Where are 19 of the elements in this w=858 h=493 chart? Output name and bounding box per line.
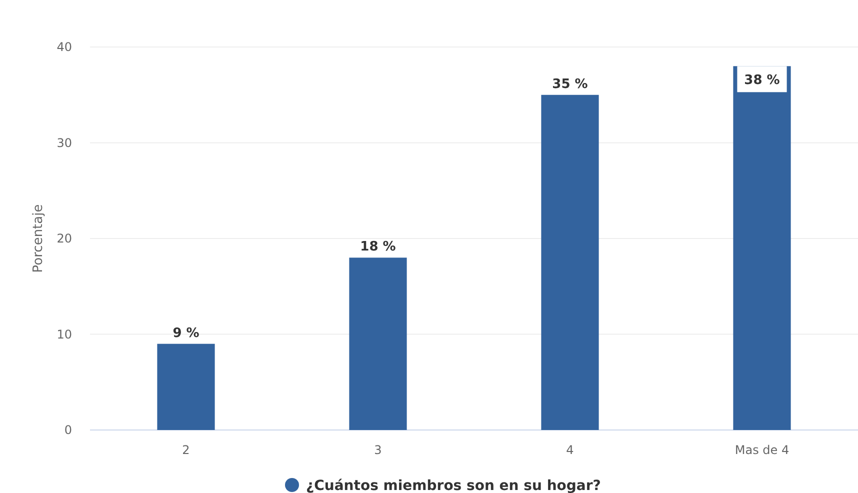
y-axis-title: Porcentaje [31,204,46,273]
y-tick-label: 30 [56,136,72,150]
y-tick-label: 10 [56,327,72,342]
data-label: 18 % [360,240,396,255]
x-tick-label: 3 [374,443,382,457]
y-tick-label: 20 [56,232,72,246]
y-tick-label: 0 [64,423,72,437]
data-label: 9 % [172,326,200,341]
bar [157,344,215,430]
y-tick-label: 40 [56,40,72,54]
x-tick-label: 2 [182,443,190,457]
x-tick-label: Mas de 4 [734,443,790,457]
bar [733,66,791,430]
legend-label: ¿Cuántos miembros son en su hogar? [306,478,601,493]
x-tick-label: 4 [566,443,574,457]
data-label: 35 % [552,76,588,92]
bar [541,94,599,430]
bar [349,258,407,430]
data-label: 38 % [744,73,780,88]
